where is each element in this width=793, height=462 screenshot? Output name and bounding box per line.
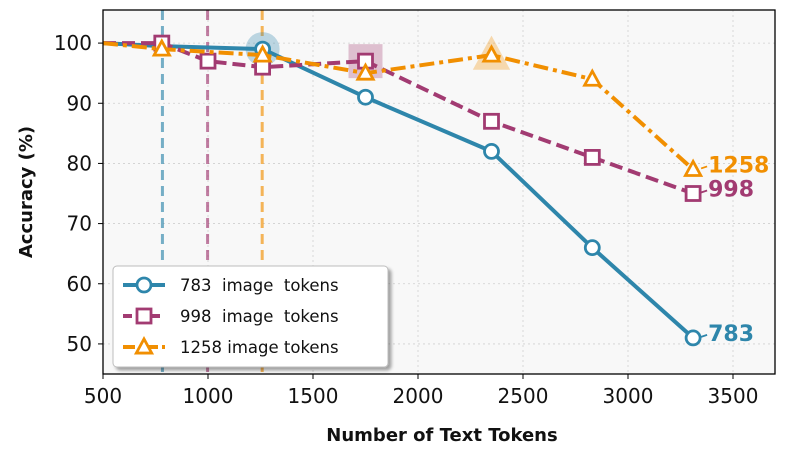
y-tick-label: 80 — [67, 151, 92, 175]
data-point-marker — [355, 62, 376, 81]
data-point-marker — [252, 44, 273, 63]
legend: 783 image tokens 998 image tokens 1258 ima… — [112, 265, 389, 368]
x-tick-label: 2500 — [498, 384, 549, 408]
legend-label: 783 image tokens — [180, 276, 339, 295]
series-layer — [102, 34, 704, 347]
y-tick-label: 90 — [67, 91, 92, 115]
data-point-marker — [483, 112, 500, 130]
data-point-marker — [483, 142, 500, 160]
y-axis-title: Accuracy (%) — [16, 126, 37, 258]
x-axis-title: Number of Text Tokens — [326, 425, 557, 446]
y-tick-label: 50 — [67, 332, 92, 356]
y-tick-label: 70 — [67, 212, 92, 236]
data-point-marker — [151, 38, 172, 57]
x-tick-label: 2000 — [393, 384, 444, 408]
data-point-marker — [583, 149, 601, 166]
end-label: 1258 — [708, 153, 769, 178]
x-tick-label: 1000 — [183, 384, 234, 408]
legend-box — [112, 265, 389, 368]
data-point-marker — [683, 158, 704, 177]
data-point-marker — [583, 239, 601, 257]
legend-label: 1258 image tokens — [180, 338, 339, 357]
y-tick-label: 60 — [67, 272, 92, 296]
plot-frame — [102, 9, 776, 375]
legend-marker — [135, 276, 153, 294]
y-tick-label: 100 — [54, 31, 92, 55]
end-label-arrow — [700, 165, 708, 170]
end-label-arrow — [700, 189, 708, 194]
data-point-marker — [357, 88, 374, 106]
data-point-marker — [684, 185, 702, 202]
legend-marker — [133, 336, 155, 355]
x-tick-label: 500 — [84, 384, 122, 408]
x-tick-label: 3500 — [708, 384, 759, 408]
x-tick-label: 1500 — [288, 384, 339, 408]
end-label: 998 — [708, 178, 754, 203]
x-tick-label: 3000 — [603, 384, 654, 408]
legend-label: 998 image tokens — [180, 307, 339, 326]
threshold-lines — [160, 10, 264, 374]
end-label: 783 — [708, 322, 754, 347]
data-point-marker — [582, 68, 603, 87]
axis-ticks: 500 1000 1500 2000 2500 3000 3500 50 60 70 80 90 100 — [54, 31, 759, 408]
data-point-marker — [481, 44, 502, 63]
legend-marker — [135, 307, 153, 325]
data-point-marker — [684, 329, 702, 347]
data-point-marker — [199, 52, 217, 70]
end-label-arrow — [700, 334, 708, 338]
